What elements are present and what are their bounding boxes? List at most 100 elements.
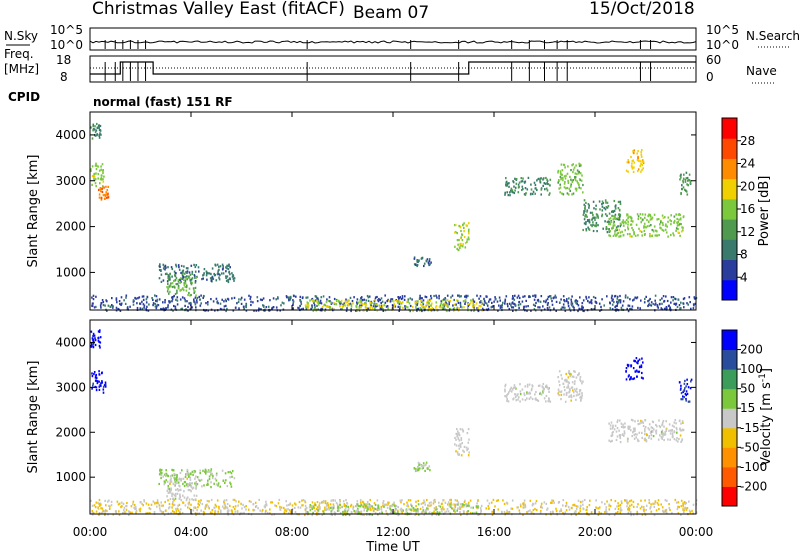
- heatmap-cell: [151, 297, 153, 300]
- heatmap-cell: [100, 133, 102, 136]
- heatmap-cell: [546, 182, 548, 185]
- heatmap-cell: [510, 187, 513, 190]
- heatmap-cell: [407, 499, 410, 502]
- heatmap-cell: [686, 383, 689, 386]
- colorbar-frame: [721, 329, 738, 507]
- heatmap-cell: [94, 125, 96, 128]
- heatmap-cell: [502, 301, 504, 304]
- heatmap-cell: [629, 232, 631, 236]
- heatmap-cell: [378, 512, 381, 515]
- heatmap-cell: [647, 304, 650, 307]
- heatmap-cell: [350, 505, 352, 508]
- heatmap-cell: [654, 303, 656, 306]
- heatmap-cell: [584, 205, 586, 208]
- heatmap-cell: [217, 510, 219, 513]
- heatmap-cell: [234, 507, 236, 511]
- heatmap-cell: [632, 505, 635, 508]
- heatmap-cell: [417, 260, 419, 263]
- heatmap-cell: [419, 307, 422, 310]
- heatmap-cell: [401, 508, 403, 511]
- heatmap-cell: [381, 307, 383, 310]
- heatmap-cell: [642, 160, 645, 163]
- heatmap-cell: [542, 184, 544, 187]
- heatmap-cell: [102, 388, 105, 391]
- heatmap-cell: [136, 306, 139, 310]
- heatmap-cell: [677, 228, 679, 231]
- heatmap-cell: [612, 425, 614, 428]
- heatmap-cell: [586, 506, 588, 509]
- heatmap-cell: [449, 307, 452, 311]
- heatmap-cell: [149, 512, 151, 515]
- heatmap-cell: [682, 186, 685, 189]
- heatmap-cell: [632, 159, 634, 162]
- heatmap-cell: [645, 504, 648, 507]
- heatmap-cell: [428, 501, 431, 505]
- heatmap-cell: [630, 219, 633, 222]
- heatmap-cell: [428, 260, 431, 263]
- heatmap-cell: [384, 301, 387, 304]
- heatmap-cell: [579, 510, 582, 513]
- heatmap-cell: [644, 428, 646, 431]
- heatmap-cell: [566, 172, 569, 175]
- heatmap-cell: [124, 511, 127, 514]
- heatmap-cell: [620, 422, 623, 425]
- heatmap-cell: [563, 175, 566, 178]
- heatmap-cell: [142, 303, 145, 306]
- heatmap-cell: [675, 439, 678, 442]
- heatmap-cell: [679, 381, 681, 384]
- heatmap-cell: [365, 503, 367, 506]
- heatmap-cell: [688, 173, 691, 176]
- heatmap-cell: [635, 436, 637, 439]
- heatmap-cell: [338, 509, 340, 512]
- x-tick-label: 00:00: [679, 525, 714, 539]
- heatmap-cell: [607, 220, 610, 223]
- heatmap-cell: [567, 386, 570, 389]
- heatmap-cell: [173, 270, 176, 273]
- heatmap-cell: [304, 513, 306, 517]
- heatmap-cell: [352, 505, 355, 508]
- heatmap-cell: [169, 273, 171, 276]
- heatmap-cell: [632, 220, 634, 223]
- heatmap-cell: [167, 266, 169, 269]
- heatmap-cell: [498, 296, 501, 299]
- heatmap-cell: [253, 509, 256, 512]
- heatmap-cell: [689, 180, 692, 183]
- heatmap-cell: [138, 508, 141, 511]
- heatmap-cell: [651, 429, 653, 433]
- heatmap-cell: [562, 303, 565, 306]
- heatmap-cell: [98, 498, 101, 502]
- heatmap-cell: [169, 475, 172, 478]
- heatmap-cell: [497, 499, 499, 502]
- heatmap-cell: [280, 304, 282, 307]
- heatmap-cell: [521, 300, 524, 303]
- heatmap-cell: [644, 499, 646, 502]
- heatmap-cell: [170, 477, 172, 480]
- heatmap-cell: [100, 306, 102, 309]
- heatmap-cell: [627, 228, 630, 231]
- heatmap-cell: [526, 309, 528, 312]
- heatmap-cell: [188, 302, 190, 305]
- colorbar-tick-label: 20: [740, 179, 755, 193]
- heatmap-cell: [605, 206, 608, 209]
- heatmap-cell: [325, 301, 328, 304]
- heatmap-cell: [641, 513, 644, 516]
- heatmap-cell: [97, 330, 100, 333]
- heatmap-cell: [324, 309, 326, 312]
- heatmap-cell: [467, 510, 469, 513]
- heatmap-cell: [167, 474, 169, 477]
- heatmap-cell: [134, 296, 136, 300]
- heatmap-cell: [344, 513, 347, 516]
- heatmap-cell: [454, 499, 457, 502]
- heatmap-cell: [279, 508, 282, 511]
- heatmap-cell: [524, 506, 526, 509]
- heatmap-cell: [99, 178, 102, 181]
- heatmap-cell: [631, 159, 634, 163]
- heatmap-cell: [179, 278, 181, 281]
- heatmap-cell: [670, 233, 672, 237]
- heatmap-cell: [94, 343, 97, 347]
- heatmap-cell: [111, 304, 113, 307]
- heatmap-cell: [223, 499, 226, 502]
- heatmap-cell: [106, 500, 109, 503]
- heatmap-cell: [376, 499, 379, 502]
- heatmap-cell: [574, 370, 576, 373]
